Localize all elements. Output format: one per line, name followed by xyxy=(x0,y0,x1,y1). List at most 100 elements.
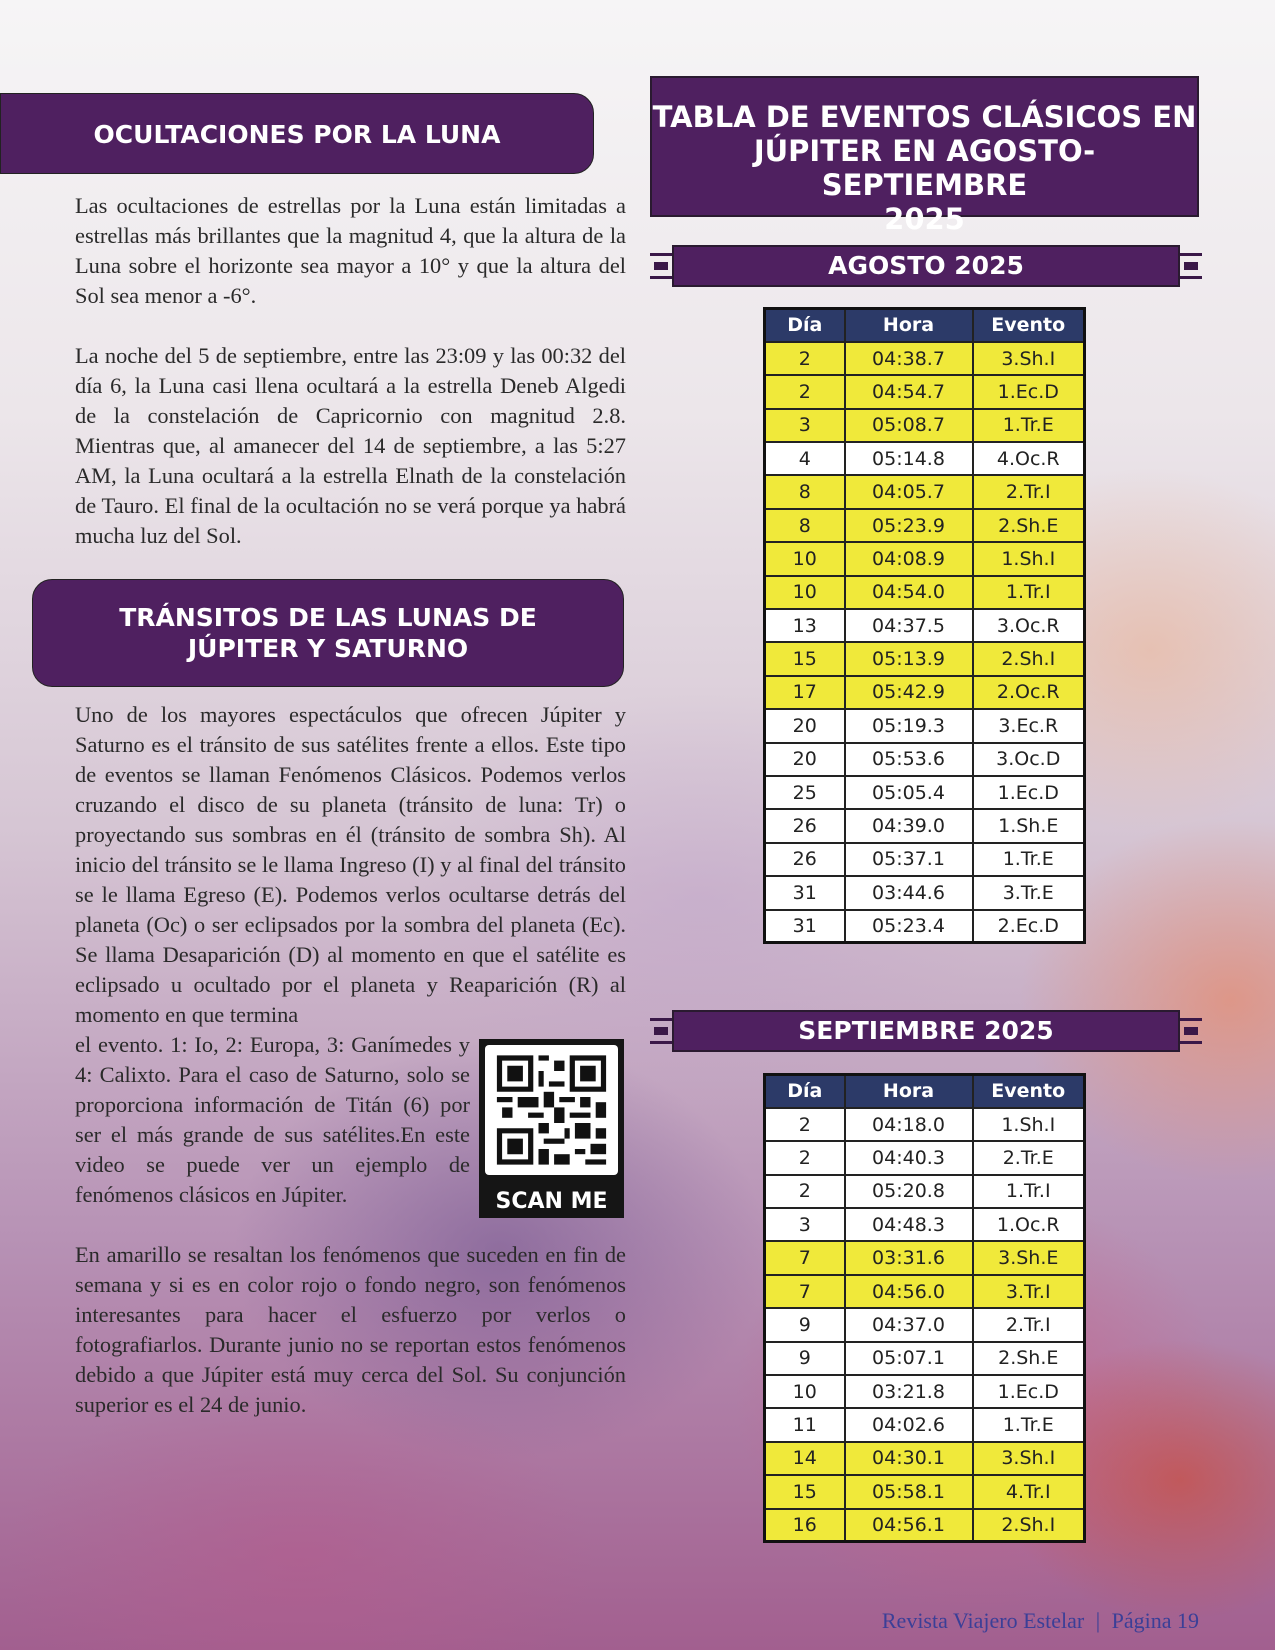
event-cell: 1.Oc.R xyxy=(971,1207,1086,1243)
time-cell: 04:02.6 xyxy=(843,1407,974,1443)
time-cell: 04:56.1 xyxy=(843,1507,974,1543)
table-row: 3 05:08.7 1.Tr.E xyxy=(763,407,1086,444)
time-cell: 05:20.8 xyxy=(843,1173,974,1210)
time-cell: 04:48.3 xyxy=(843,1207,974,1243)
time-cell: 05:37.1 xyxy=(843,841,974,878)
day-cell: 17 xyxy=(763,674,846,711)
august-events-table: Día Hora Evento 2 04:38.7 3.Sh.I 2 04:54.7 1.… xyxy=(763,307,1086,945)
qr-code[interactable]: SCAN ME xyxy=(479,1039,624,1218)
event-cell: 3.Tr.E xyxy=(971,875,1086,911)
time-cell: 04:38.7 xyxy=(843,340,974,377)
time-cell: 04:30.1 xyxy=(843,1440,974,1477)
event-cell: 1.Sh.I xyxy=(971,1106,1086,1143)
scan-me-label: SCAN ME xyxy=(495,1189,608,1214)
day-cell: 26 xyxy=(763,841,846,878)
occultations-paragraph-1: Las ocultaciones de estrellas por la Lun… xyxy=(75,193,626,308)
day-cell: 10 xyxy=(763,574,846,611)
day-cell: 9 xyxy=(763,1307,846,1343)
time-cell: 04:05.7 xyxy=(843,474,974,510)
day-cell: 26 xyxy=(763,808,846,844)
day-cell: 2 xyxy=(763,1173,846,1210)
table-row: 26 04:39.0 1.Sh.E xyxy=(763,808,1086,844)
banner-ornament-icon xyxy=(1180,1018,1202,1044)
footer-separator: | xyxy=(1095,1608,1101,1633)
day-cell: 2 xyxy=(763,340,846,377)
table-row: 15 05:13.9 2.Sh.I xyxy=(763,641,1086,677)
table-row: 31 05:23.4 2.Ec.D xyxy=(763,908,1086,944)
time-cell: 05:23.4 xyxy=(843,908,974,944)
table-row: 9 04:37.0 2.Tr.I xyxy=(763,1307,1086,1343)
time-cell: 05:05.4 xyxy=(843,774,974,811)
day-cell: 7 xyxy=(763,1273,846,1310)
time-cell: 03:44.6 xyxy=(843,875,974,911)
event-cell: 2.Sh.I xyxy=(971,1507,1086,1543)
table-header-row: Día Hora Evento xyxy=(763,1073,1086,1109)
day-cell: 2 xyxy=(763,1140,846,1176)
event-cell: 1.Ec.D xyxy=(971,1374,1086,1410)
time-cell: 04:18.0 xyxy=(843,1106,974,1143)
time-cell: 05:19.3 xyxy=(843,708,974,744)
event-cell: 4.Tr.I xyxy=(971,1474,1086,1510)
table-row: 2 05:20.8 1.Tr.I xyxy=(763,1173,1086,1210)
table-row: 13 04:37.5 3.Oc.R xyxy=(763,608,1086,644)
transits-paragraph-2: En amarillo se resaltan los fenómenos qu… xyxy=(75,1242,626,1417)
day-cell: 10 xyxy=(763,1374,846,1410)
event-cell: 2.Ec.D xyxy=(971,908,1086,944)
time-cell: 04:37.0 xyxy=(843,1307,974,1343)
event-cell: 3.Ec.R xyxy=(971,708,1086,744)
time-cell: 05:07.1 xyxy=(843,1340,974,1377)
event-cell: 1.Ec.D xyxy=(971,774,1086,811)
day-cell: 20 xyxy=(763,741,846,777)
event-cell: 3.Oc.R xyxy=(971,608,1086,644)
occultations-heading: OCULTACIONES POR LA LUNA xyxy=(0,93,594,174)
event-cell: 2.Tr.E xyxy=(971,1140,1086,1176)
event-cell: 3.Oc.D xyxy=(971,741,1086,777)
day-cell: 7 xyxy=(763,1240,846,1276)
table-row: 9 05:07.1 2.Sh.E xyxy=(763,1340,1086,1377)
occultations-paragraph-2: La noche del 5 de septiembre, entre las … xyxy=(75,343,626,548)
day-cell: 11 xyxy=(763,1407,846,1443)
time-cell: 04:54.7 xyxy=(843,374,974,410)
page-number: Página 19 xyxy=(1111,1608,1199,1633)
header-time: Hora xyxy=(843,1073,974,1109)
september-label: SEPTIEMBRE 2025 xyxy=(672,1010,1180,1052)
event-cell: 1.Tr.E xyxy=(971,407,1086,444)
transits-heading: TRÁNSITOS DE LAS LUNAS DE JÚPITER Y SATU… xyxy=(32,579,624,687)
table-row: 11 04:02.6 1.Tr.E xyxy=(763,1407,1086,1443)
table-row: 2 04:18.0 1.Sh.I xyxy=(763,1106,1086,1143)
table-row: 10 03:21.8 1.Ec.D xyxy=(763,1374,1086,1410)
event-cell: 4.Oc.R xyxy=(971,441,1086,477)
day-cell: 4 xyxy=(763,441,846,477)
title-line-3: 2025 xyxy=(884,202,965,236)
event-cell: 3.Sh.I xyxy=(971,340,1086,377)
events-table-title: TABLA DE EVENTOS CLÁSICOS EN JÚPITER EN … xyxy=(650,76,1199,236)
banner-ornament-icon xyxy=(1180,253,1202,279)
table-row: 20 05:19.3 3.Ec.R xyxy=(763,708,1086,744)
transits-paragraph-1-continued: el evento. 1: Io, 2: Europa, 3: Ganímede… xyxy=(75,1032,470,1207)
event-cell: 1.Ec.D xyxy=(971,374,1086,410)
time-cell: 03:21.8 xyxy=(843,1374,974,1410)
day-cell: 15 xyxy=(763,641,846,677)
banner-ornament-icon xyxy=(650,253,672,279)
table-row: 26 05:37.1 1.Tr.E xyxy=(763,841,1086,878)
table-row: 7 04:56.0 3.Tr.I xyxy=(763,1273,1086,1310)
event-cell: 1.Tr.E xyxy=(971,1407,1086,1443)
event-cell: 2.Oc.R xyxy=(971,674,1086,711)
day-cell: 8 xyxy=(763,474,846,510)
time-cell: 04:54.0 xyxy=(843,574,974,611)
table-row: 7 03:31.6 3.Sh.E xyxy=(763,1240,1086,1276)
event-cell: 1.Tr.I xyxy=(971,574,1086,611)
day-cell: 3 xyxy=(763,1207,846,1243)
event-cell: 3.Sh.I xyxy=(971,1440,1086,1477)
day-cell: 13 xyxy=(763,608,846,644)
table-row: 8 04:05.7 2.Tr.I xyxy=(763,474,1086,510)
time-cell: 05:53.6 xyxy=(843,741,974,777)
day-cell: 10 xyxy=(763,541,846,577)
qr-pattern-icon xyxy=(496,1055,607,1165)
time-cell: 05:08.7 xyxy=(843,407,974,444)
day-cell: 25 xyxy=(763,774,846,811)
table-row: 8 05:23.9 2.Sh.E xyxy=(763,507,1086,544)
table-row: 14 04:30.1 3.Sh.I xyxy=(763,1440,1086,1477)
day-cell: 31 xyxy=(763,908,846,944)
day-cell: 3 xyxy=(763,407,846,444)
